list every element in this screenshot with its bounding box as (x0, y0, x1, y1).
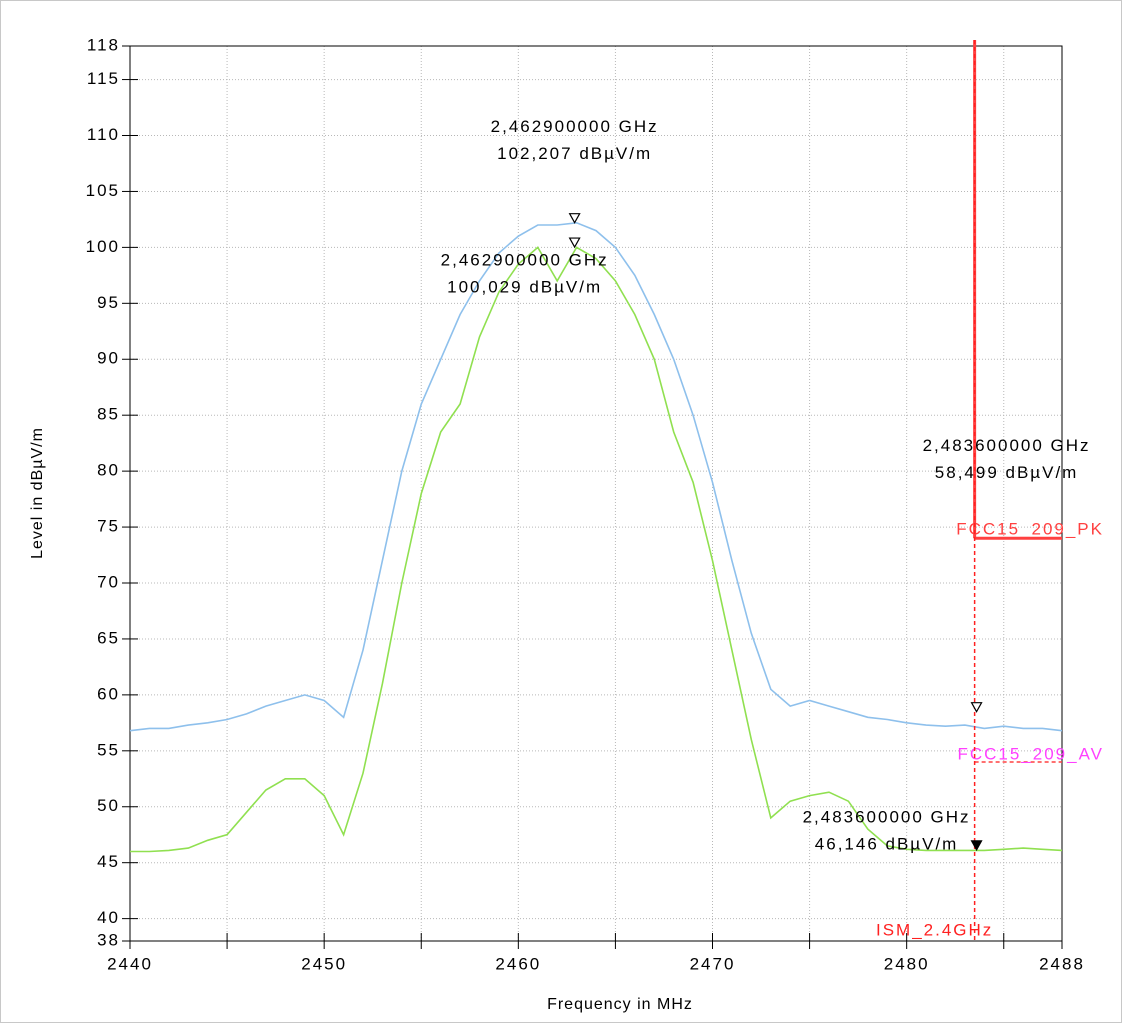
y-tick-label: 105 (86, 181, 120, 200)
x-tick-label: 2480 (884, 954, 930, 973)
marker-label: 100,029 dBµV/m (447, 278, 602, 297)
y-tick-label: 90 (97, 349, 120, 368)
marker (568, 213, 581, 224)
marker-label: 2,483600000 GHz (803, 807, 971, 826)
y-tick-label: 60 (97, 684, 120, 703)
y-tick-label: 80 (97, 461, 120, 480)
marker-label: 2,462900000 GHz (491, 117, 659, 136)
x-axis-title: Frequency in MHz (547, 996, 693, 1013)
y-tick-label: 100 (86, 237, 120, 256)
y-tick-label: 70 (97, 572, 120, 591)
trace (129, 221, 1063, 732)
x-tick-label: 2450 (301, 954, 347, 973)
x-tick-label: 2440 (107, 954, 153, 973)
y-tick-label: 65 (97, 628, 120, 647)
y-tick-label: 115 (87, 69, 120, 88)
trace (130, 246, 1063, 853)
marker-label: 2,483600000 GHz (923, 436, 1091, 455)
marker-label: 58,499 dBµV/m (935, 463, 1079, 482)
limit-label: FCC15_209_PK (956, 519, 1104, 538)
x-tick-label: 2460 (495, 954, 541, 973)
marker (970, 702, 983, 713)
y-tick-label: 95 (97, 293, 120, 312)
y-tick-label: 110 (87, 125, 120, 144)
y-tick-label: 50 (97, 796, 120, 815)
y-tick-label: 45 (97, 852, 120, 871)
x-tick-label: 2488 (1039, 954, 1085, 973)
y-tick-label: 55 (97, 740, 120, 759)
y-tick-label: 85 (97, 405, 120, 424)
y-tick-label: 118 (87, 35, 120, 54)
plot-frame (129, 45, 1063, 942)
y-axis-title: Level in dBµV/m (29, 427, 46, 559)
x-tick-label: 2470 (690, 954, 736, 973)
marker-label: 102,207 dBµV/m (497, 144, 652, 163)
y-tick-label: 38 (97, 930, 120, 949)
marker (970, 840, 983, 852)
marker (568, 237, 581, 249)
vertical-limit-label: ISM_2.4GHz (876, 920, 993, 939)
marker-label: 46,146 dBµV/m (815, 834, 959, 853)
y-tick-label: 75 (97, 517, 120, 536)
marker-label: 2,462900000 GHz (441, 251, 609, 270)
limit-label: FCC15_209_AV (957, 744, 1104, 763)
y-tick-label: 40 (97, 908, 120, 927)
